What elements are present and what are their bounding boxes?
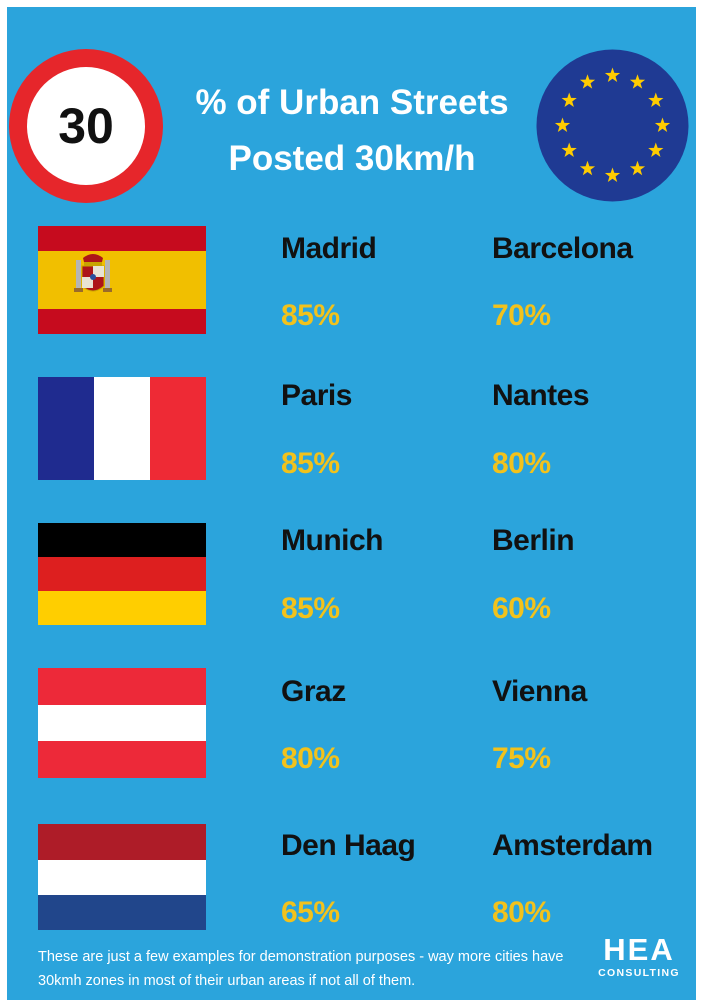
infographic-poster: 30 % of Urban Streets Posted 30km/h Madr… <box>7 7 696 1000</box>
eu-star-icon <box>648 92 664 107</box>
spain-flag <box>38 226 206 334</box>
page-title: % of Urban Streets Posted 30km/h <box>157 75 547 187</box>
city-percentage: 80% <box>492 447 551 480</box>
speed-limit-sign: 30 <box>9 49 163 203</box>
eu-star-icon <box>561 142 577 157</box>
city-percentage: 80% <box>492 896 551 929</box>
eu-star-icon <box>629 160 646 176</box>
france-flag <box>38 377 206 480</box>
city-name: Vienna <box>492 675 587 708</box>
speed-limit-number: 30 <box>58 98 114 154</box>
netherlands-flag <box>38 824 206 930</box>
city-name: Nantes <box>492 379 590 412</box>
hea-consulting-logo: HEA CONSULTING <box>598 932 680 980</box>
city-percentage: 85% <box>281 447 340 480</box>
logo-mark: HEA <box>603 932 675 967</box>
spain-coat-of-arms-icon <box>74 254 112 292</box>
city-name: Den Haag <box>281 829 416 862</box>
eu-star-icon <box>554 117 571 132</box>
city-name: Berlin <box>492 524 575 557</box>
eu-star-icon <box>579 74 596 89</box>
eu-star-icon <box>561 92 577 107</box>
city-name: Graz <box>281 675 346 708</box>
logo-subtitle: CONSULTING <box>598 967 680 979</box>
eu-star-icon <box>654 117 671 132</box>
speed-limit-sign-face: 30 <box>27 67 145 185</box>
city-name: Barcelona <box>492 232 633 265</box>
city-percentage: 70% <box>492 299 551 332</box>
city-percentage: 60% <box>492 592 551 625</box>
city-name: Paris <box>281 379 352 412</box>
eu-star-icon <box>648 142 664 157</box>
eu-star-icon <box>604 67 621 82</box>
city-name: Amsterdam <box>492 829 653 862</box>
city-percentage: 85% <box>281 299 340 332</box>
city-name: Madrid <box>281 232 377 265</box>
title-line-1: % of Urban Streets <box>195 83 509 122</box>
city-name: Munich <box>281 524 384 557</box>
footnote: These are just a few examples for demons… <box>38 949 564 989</box>
city-percentage: 65% <box>281 896 340 929</box>
city-percentage: 75% <box>492 742 551 775</box>
eu-star-icon <box>579 160 596 176</box>
eu-star-icon <box>629 74 646 89</box>
germany-flag <box>38 523 206 625</box>
eu-flag-icon <box>536 49 689 202</box>
eu-star-icon <box>604 167 621 182</box>
city-percentage: 80% <box>281 742 340 775</box>
city-percentage: 85% <box>281 592 340 625</box>
austria-flag <box>38 668 206 778</box>
title-line-2: Posted 30km/h <box>228 139 476 178</box>
